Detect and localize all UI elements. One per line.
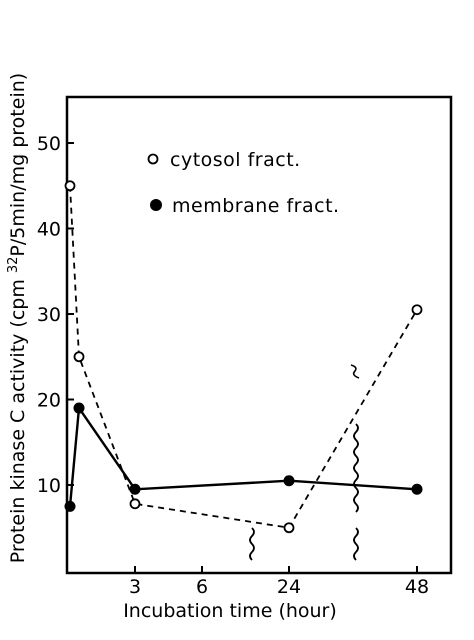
y-tick-label: 50: [37, 133, 61, 155]
x-axis-ticks: 3 6 24 48: [129, 566, 429, 598]
data-point-cytosol: [64, 180, 76, 192]
plot-frame: [65, 95, 453, 575]
data-point-membrane: [73, 402, 85, 414]
data-point-membrane: [64, 500, 76, 512]
data-point-cytosol: [129, 498, 141, 510]
y-tick-label: 30: [37, 304, 61, 326]
legend: cytosol fract. membrane fract.: [147, 149, 340, 217]
legend-membrane-label: membrane fract.: [172, 195, 340, 217]
x-tick-label: 6: [196, 576, 208, 598]
series-points: [64, 180, 423, 534]
x-axis-title: Incubation time (hour): [123, 600, 337, 622]
legend-cytosol-label: cytosol fract.: [170, 149, 301, 171]
data-point-cytosol: [411, 304, 423, 316]
axis-break-mark: [249, 527, 255, 561]
series-line-cytosol: [69, 185, 418, 529]
data-point-cytosol: [73, 351, 85, 363]
data-point-membrane: [411, 483, 423, 495]
x-tick-label: 48: [405, 576, 429, 598]
axis-breaks: [249, 364, 360, 561]
y-tick-label: 20: [37, 390, 61, 412]
y-tick-label: 40: [37, 219, 61, 241]
line-break-mark: [350, 364, 360, 379]
data-point-membrane: [283, 475, 295, 487]
legend-cytosol-marker: [147, 153, 159, 165]
axis-break-mark: [353, 527, 359, 561]
legend-membrane-marker: [150, 199, 162, 211]
data-point-membrane: [129, 483, 141, 495]
axis-break-mark: [353, 423, 359, 513]
x-tick-label: 24: [277, 576, 301, 598]
y-axis-title: Protein kinase C activity (cpm 32P/5min/…: [6, 73, 29, 563]
series-lines: [68, 185, 418, 529]
y-tick-label: 10: [37, 475, 61, 497]
series-line-membrane: [68, 404, 418, 507]
x-tick-label: 3: [129, 576, 141, 598]
y-axis-ticks: 10 20 30 40 50: [37, 133, 74, 497]
data-point-cytosol: [283, 522, 295, 534]
